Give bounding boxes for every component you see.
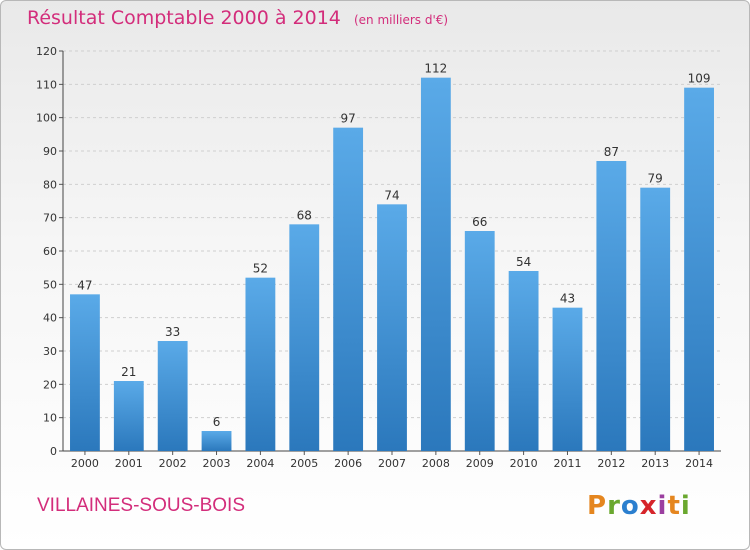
y-tick-label: 70 xyxy=(43,212,57,225)
bar-2013[interactable] xyxy=(640,187,671,451)
bar-2005[interactable] xyxy=(289,224,320,451)
y-tick-label: 30 xyxy=(43,345,57,358)
logo-letter: i xyxy=(680,491,691,521)
x-tick-label: 2002 xyxy=(159,457,187,470)
value-label: 74 xyxy=(384,188,399,202)
bar-2004[interactable] xyxy=(245,277,276,451)
title-unit: (en milliers d'€) xyxy=(353,13,449,27)
bar-2002[interactable] xyxy=(157,341,188,451)
value-label: 79 xyxy=(648,172,663,186)
bar-2003[interactable] xyxy=(201,431,232,451)
logo-letter: P xyxy=(587,491,608,521)
x-tick-label: 2012 xyxy=(597,457,625,470)
bar-2011[interactable] xyxy=(552,307,583,451)
bar-2012[interactable] xyxy=(596,161,627,451)
x-tick-label: 2008 xyxy=(422,457,450,470)
y-tick-label: 0 xyxy=(50,445,57,458)
value-label: 47 xyxy=(77,278,92,292)
x-tick-label: 2005 xyxy=(290,457,318,470)
bar-2006[interactable] xyxy=(333,127,364,452)
x-tick-label: 2004 xyxy=(246,457,274,470)
value-label: 54 xyxy=(516,255,531,269)
bar-2014[interactable] xyxy=(684,87,714,452)
value-label: 87 xyxy=(604,145,619,159)
commune-name: VILLAINES-SOUS-BOIS xyxy=(37,495,246,516)
chart-title: Résultat Comptable 2000 à 2014 (en milli… xyxy=(27,7,448,29)
title-text: Résultat Comptable 2000 à 2014 xyxy=(27,7,341,29)
value-label: 66 xyxy=(472,215,487,229)
y-tick-label: 40 xyxy=(43,312,57,325)
value-label: 21 xyxy=(121,365,136,379)
value-label: 97 xyxy=(340,112,355,126)
value-label: 43 xyxy=(560,292,575,306)
bar-2007[interactable] xyxy=(377,204,407,451)
y-tick-label: 100 xyxy=(36,112,57,125)
value-label: 112 xyxy=(424,62,447,76)
value-label: 52 xyxy=(253,262,268,276)
x-tick-label: 2001 xyxy=(115,457,143,470)
labels: 47 21 33 6 52 68 97 74 112 66 54 43 87 79 109 xyxy=(77,62,710,429)
y-tick-label: 50 xyxy=(43,278,57,291)
x-tick-label: 2000 xyxy=(71,457,99,470)
y-tick-label: 110 xyxy=(36,78,57,91)
y-tick-label: 10 xyxy=(43,412,57,425)
y-tick-label: 60 xyxy=(43,245,57,258)
x-tick-label: 2010 xyxy=(510,457,538,470)
x-tick-label: 2006 xyxy=(334,457,362,470)
bar-2000[interactable] xyxy=(70,294,100,451)
y-tick-label: 120 xyxy=(36,45,57,58)
x-tick-label: 2011 xyxy=(553,457,581,470)
y-tick-label: 80 xyxy=(43,178,57,191)
logo-letter: x xyxy=(639,491,658,521)
x-tick-label: 2014 xyxy=(685,457,713,470)
logo-letter: o xyxy=(620,491,640,521)
bar-2001[interactable] xyxy=(113,381,144,451)
proxiti-logo[interactable]: Proxiti xyxy=(587,491,691,521)
bar-2010[interactable] xyxy=(508,271,539,451)
value-label: 6 xyxy=(213,415,221,429)
bars xyxy=(70,77,714,452)
x-tick-label: 2003 xyxy=(203,457,231,470)
bar-2008[interactable] xyxy=(420,77,451,452)
value-label: 109 xyxy=(688,72,711,86)
x-tick-label: 2009 xyxy=(466,457,494,470)
y-tick-label: 20 xyxy=(43,378,57,391)
x-tick-label: 2013 xyxy=(641,457,669,470)
logo-letter: i xyxy=(657,491,668,521)
bar-2009[interactable] xyxy=(464,231,495,451)
value-label: 33 xyxy=(165,325,180,339)
x-tick-label: 2007 xyxy=(378,457,406,470)
value-label: 68 xyxy=(297,208,312,222)
logo-letter: r xyxy=(607,491,621,521)
y-tick-label: 90 xyxy=(43,145,57,158)
logo-letter: t xyxy=(667,491,681,521)
